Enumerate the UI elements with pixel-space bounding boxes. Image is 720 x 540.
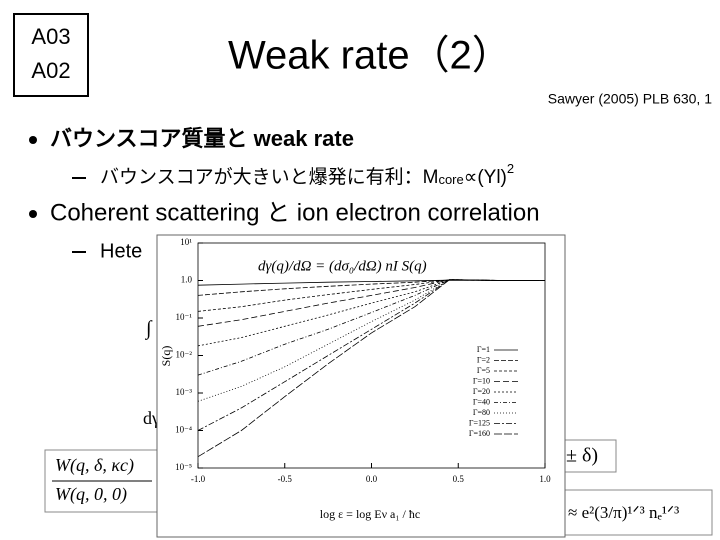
sub-bullet-text: バウンスコアが大きいと爆発に有利：Mcore∝(Yl)2 [100, 161, 514, 188]
x-tick-label: -1.0 [191, 474, 206, 484]
figure [156, 234, 566, 538]
legend-label: Γ=1 [477, 345, 490, 354]
y-tick-label: 1.0 [181, 275, 193, 285]
formula: ± δ) [566, 445, 598, 467]
badge-box [13, 13, 89, 97]
y-axis-label: S(q) [159, 346, 173, 367]
formula: ≈ e²(3/π)¹ᐟ³ nₑ¹ᐟ³ [568, 503, 679, 522]
legend-label: Γ=20 [473, 387, 490, 396]
data-line [197, 279, 545, 296]
y-tick-label: 10⁻⁴ [175, 425, 192, 435]
y-tick-label: 10⁻¹ [176, 312, 193, 322]
text: ∝(Yl) [464, 167, 507, 188]
formula: dγ [143, 408, 160, 428]
formula: W(q, 0, 0) [55, 484, 127, 505]
formula-box [559, 439, 617, 473]
text: バウンスコアが大きいと爆発に有利：M [100, 166, 438, 188]
y-tick-label: 10⁻² [176, 350, 193, 360]
y-tick-label: 10⁻³ [176, 387, 193, 397]
slide-title: Weak rate（2） [228, 34, 512, 78]
y-tick-label: 10⁻⁵ [175, 462, 192, 472]
bullet-text: Coherent scattering と ion electron corre… [50, 199, 540, 226]
formula: W(q, δ, κc) [55, 455, 134, 476]
sub-bullet-text: Hete [100, 240, 142, 262]
legend-label: Γ=125 [469, 418, 490, 427]
badge-text: A03 [31, 24, 70, 49]
legend-label: Γ=5 [477, 366, 490, 375]
x-tick-label: 0.5 [453, 474, 465, 484]
x-tick-label: -0.5 [278, 474, 293, 484]
superscript: 2 [507, 161, 514, 176]
bullet-text: バウンスコア質量と weak rate [50, 126, 354, 151]
legend-label: Γ=10 [473, 376, 490, 385]
x-tick-label: 0.0 [366, 474, 378, 484]
data-line [197, 279, 545, 458]
badge-text: A02 [31, 58, 70, 83]
bullet [29, 136, 37, 144]
x-axis-label: log ε = log Eν a₁ / ħc [320, 507, 420, 521]
reference: Sawyer (2005) PLB 630, 1 [548, 91, 712, 107]
x-tick-label: 1.0 [539, 474, 551, 484]
bullet [29, 210, 37, 218]
subscript: core [438, 172, 463, 187]
legend-label: Γ=2 [477, 355, 490, 364]
figure-equation: dγ(q)/dΩ = (dσ₀/dΩ) nI S(q) [258, 258, 427, 274]
legend-label: Γ=40 [473, 397, 490, 406]
legend-label: Γ=160 [469, 429, 490, 438]
y-tick-label: 10¹ [180, 237, 192, 247]
formula-box [561, 489, 713, 536]
legend-label: Γ=80 [473, 408, 490, 417]
